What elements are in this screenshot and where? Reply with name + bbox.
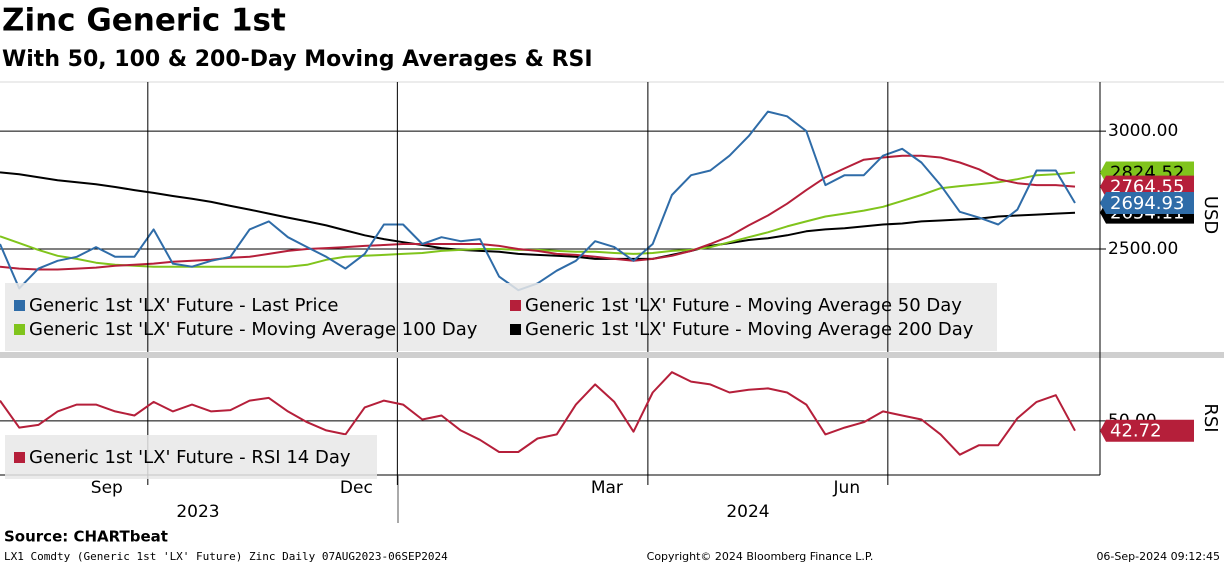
panel: 2500.003000.00USD2654.112824.522764.5526… xyxy=(0,110,1221,351)
source: Source: CHARTbeat xyxy=(4,528,168,546)
last-value-label: 42.72 xyxy=(1110,421,1162,442)
legend-swatch xyxy=(510,300,521,311)
footer-center: Copyright© 2024 Bloomberg Finance L.P. xyxy=(647,550,874,563)
y-tick-label: 3000.00 xyxy=(1108,121,1178,141)
legend-item: Generic 1st 'LX' Future - Moving Average… xyxy=(510,319,974,340)
legend-swatch xyxy=(14,452,25,463)
last-value-tag: 2694.93 xyxy=(1100,192,1194,215)
chart-subtitle: With 50, 100 & 200-Day Moving Averages &… xyxy=(2,47,593,72)
legend-label: Generic 1st 'LX' Future - Moving Average… xyxy=(29,319,478,340)
x-tick-label: Mar xyxy=(591,478,623,498)
x-group-label: 2024 xyxy=(726,502,769,522)
last-value-tag: 42.72 xyxy=(1100,419,1194,442)
x-group-label: 2023 xyxy=(176,502,219,522)
y-tick-label: 2500.00 xyxy=(1108,239,1178,259)
legend: Generic 1st 'LX' Future - Last Price Gene… xyxy=(5,283,997,351)
last-value-label: 2694.93 xyxy=(1110,193,1184,214)
panel: 50.00RSISepDecMarJun2023202442.72Generic… xyxy=(0,82,1221,522)
series-line xyxy=(0,371,1076,456)
legend-swatch xyxy=(510,324,521,335)
legend-swatch xyxy=(14,324,25,335)
legend-label: Generic 1st 'LX' Future - Last Price xyxy=(29,295,339,316)
legend-box xyxy=(5,283,997,351)
series-line xyxy=(0,154,1076,271)
legend-label: Generic 1st 'LX' Future - RSI 14 Day xyxy=(29,447,351,468)
legend-swatch xyxy=(14,300,25,311)
legend-label: Generic 1st 'LX' Future - Moving Average… xyxy=(525,295,962,316)
legend-item: Generic 1st 'LX' Future - Moving Average… xyxy=(14,319,478,340)
last-value-box xyxy=(1100,192,1194,215)
legend-item: Generic 1st 'LX' Future - RSI 14 Day xyxy=(14,447,351,468)
last-value-box xyxy=(1100,419,1194,442)
footer-left: LX1 Comdty (Generic 1st 'LX' Future) Zin… xyxy=(4,550,448,563)
x-tick-label: Jun xyxy=(833,478,861,498)
legend-box xyxy=(5,435,377,479)
series-line xyxy=(0,171,1076,268)
panel-separator xyxy=(0,352,1224,358)
legend-item: Generic 1st 'LX' Future - Moving Average… xyxy=(510,295,962,316)
y-axis-label: RSI xyxy=(1200,403,1221,432)
legend: Generic 1st 'LX' Future - RSI 14 Day xyxy=(5,435,377,479)
legend-label: Generic 1st 'LX' Future - Moving Average… xyxy=(525,319,974,340)
series-line xyxy=(0,171,1076,260)
footer-right: 06-Sep-2024 09:12:45 xyxy=(1096,550,1220,563)
chart-title: Zinc Generic 1st xyxy=(2,3,286,39)
legend-item: Generic 1st 'LX' Future - Last Price xyxy=(14,295,339,316)
x-tick-label: Dec xyxy=(340,478,373,498)
y-axis-label: USD xyxy=(1200,196,1221,234)
x-tick-label: Sep xyxy=(91,478,123,498)
